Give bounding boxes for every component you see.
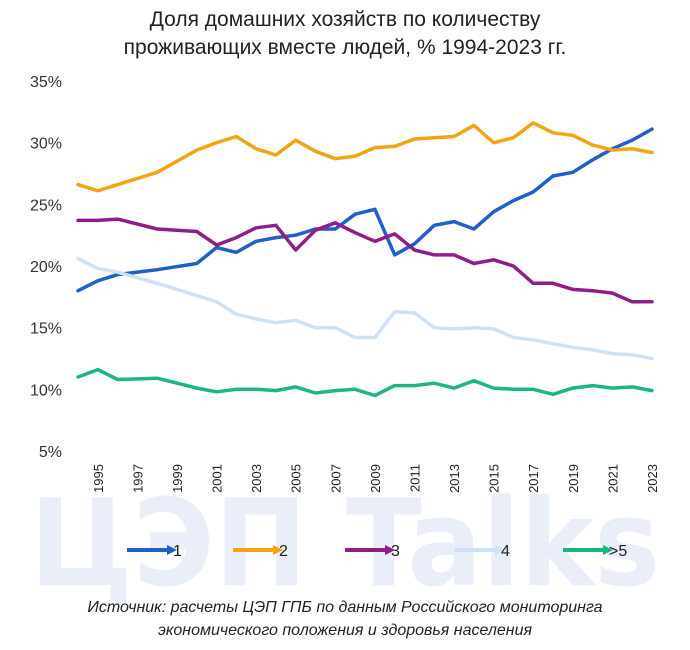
x-tick-label: 2003 — [249, 464, 264, 493]
y-axis: 35% 30% 25% 20% 15% 10% 5% — [30, 74, 62, 461]
source-note: Источник: расчеты ЦЭП ГПБ по данным Росс… — [0, 596, 690, 642]
legend-label: 1 — [173, 543, 182, 560]
series-line-gt5 — [76, 367, 654, 398]
x-tick-label: 2009 — [368, 464, 383, 493]
series-line-3 — [76, 217, 654, 304]
source-note-line-1: Источник: расчеты ЦЭП ГПБ по данным Росс… — [87, 599, 603, 616]
x-axis: 1995 1997 1999 2001 2003 2005 2007 2009 2011 2013… — [91, 464, 660, 493]
legend-swatch-arrow — [495, 545, 505, 555]
y-tick-label: 5% — [39, 444, 62, 461]
x-tick-label: 2005 — [289, 464, 304, 493]
x-tick-label: 1995 — [91, 464, 106, 493]
legend-label: 4 — [501, 543, 510, 560]
y-tick-label: 10% — [30, 382, 62, 399]
x-tick-label: 2007 — [328, 464, 343, 493]
series-line-4 — [76, 256, 654, 361]
legend-item: 3 — [345, 543, 400, 560]
x-tick-label: 1997 — [130, 464, 145, 493]
legend-swatch-arrow — [385, 545, 395, 555]
chart-title: Доля домашних хозяйств по количеству про… — [0, 6, 690, 62]
source-note-line-2: экономического положения и здоровья насе… — [157, 622, 533, 639]
x-tick-label: 2013 — [447, 464, 462, 493]
legend-swatch-arrow — [603, 545, 613, 555]
legend-swatch-arrow — [273, 545, 283, 555]
legend-label: >5 — [609, 543, 627, 560]
legend-item: >5 — [563, 543, 627, 560]
x-tick-label: 2019 — [566, 464, 581, 493]
legend-item: 2 — [233, 543, 288, 560]
plot-area — [76, 121, 654, 398]
legend: 1 2 3 4 >5 — [127, 543, 627, 560]
series-line-1 — [76, 127, 654, 293]
legend-label: 2 — [279, 543, 288, 560]
series-line-2 — [76, 121, 654, 193]
legend-item: 4 — [455, 543, 510, 560]
x-tick-label: 2023 — [645, 464, 660, 493]
legend-swatch-arrow — [167, 545, 177, 555]
chart-title-line-1: Доля домашних хозяйств по количеству — [149, 8, 541, 31]
chart-title-line-2: проживающих вместе людей, % 1994-2023 гг… — [123, 36, 567, 59]
y-tick-label: 15% — [30, 321, 62, 338]
y-tick-label: 35% — [30, 74, 62, 91]
x-tick-label: 2017 — [526, 464, 541, 493]
legend-item: 1 — [127, 543, 182, 560]
y-tick-label: 30% — [30, 136, 62, 153]
x-tick-label: 1999 — [170, 464, 185, 493]
y-tick-label: 20% — [30, 259, 62, 276]
watermark-text: ЦЭП Talks — [30, 475, 660, 614]
x-tick-label: 2015 — [487, 464, 502, 493]
x-tick-label: 2021 — [605, 464, 620, 493]
x-tick-label: 2001 — [210, 464, 225, 493]
y-tick-label: 25% — [30, 197, 62, 214]
x-tick-label: 2011 — [407, 464, 422, 492]
legend-label: 3 — [391, 543, 400, 560]
